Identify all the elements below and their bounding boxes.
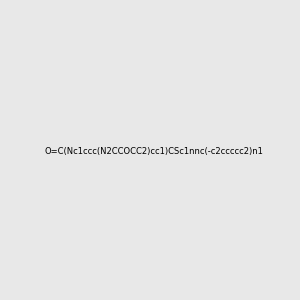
Text: O=C(Nc1ccc(N2CCOCC2)cc1)CSc1nnc(-c2ccccc2)n1: O=C(Nc1ccc(N2CCOCC2)cc1)CSc1nnc(-c2ccccc… — [44, 147, 263, 156]
